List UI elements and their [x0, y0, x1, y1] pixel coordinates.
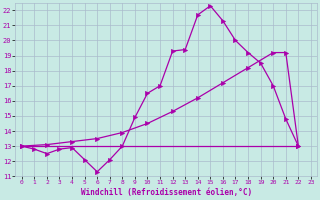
X-axis label: Windchill (Refroidissement éolien,°C): Windchill (Refroidissement éolien,°C)	[81, 188, 252, 197]
